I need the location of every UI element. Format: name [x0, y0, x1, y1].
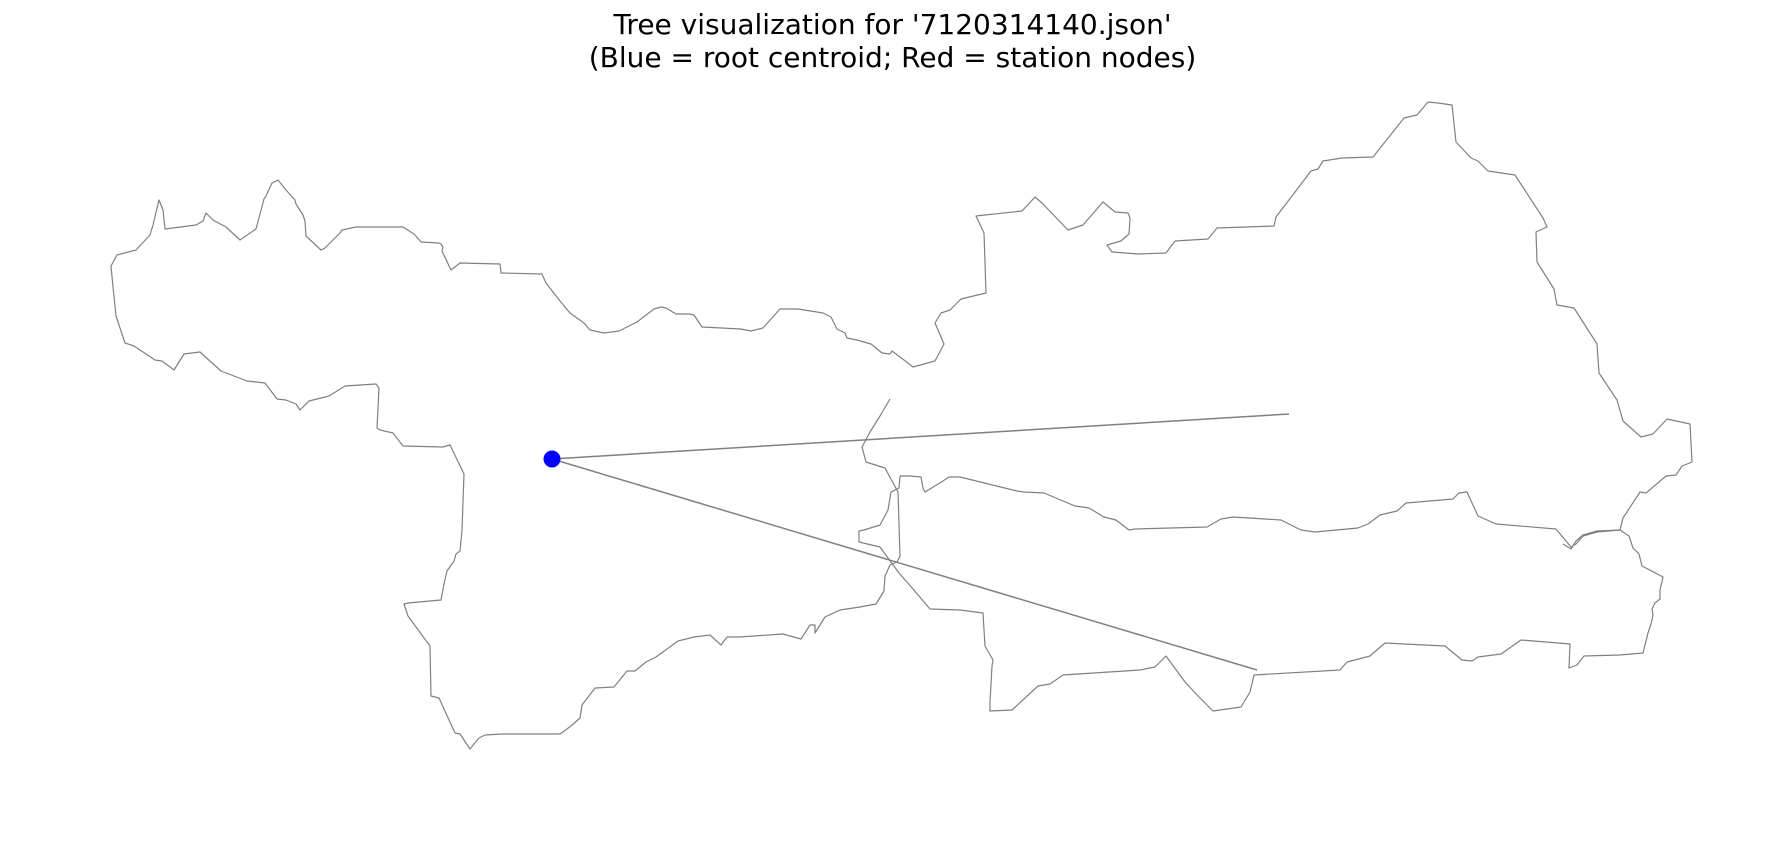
title-line-2: (Blue = root centroid; Red = station nod… — [588, 41, 1197, 74]
nodes-group — [543, 450, 561, 468]
west-basin-outline — [110, 179, 901, 750]
south-east-basin-outline — [858, 475, 1664, 712]
root-centroid-node — [543, 450, 561, 468]
edges-group — [551, 413, 1290, 671]
edge-south-east-branch — [551, 458, 1258, 671]
title-line-1: Tree visualization for '7120314140.json' — [613, 8, 1172, 41]
edge-east-branch — [551, 413, 1290, 460]
east-basin-boundary — [889, 101, 1693, 548]
plot-title: Tree visualization for '7120314140.json'… — [0, 8, 1785, 74]
